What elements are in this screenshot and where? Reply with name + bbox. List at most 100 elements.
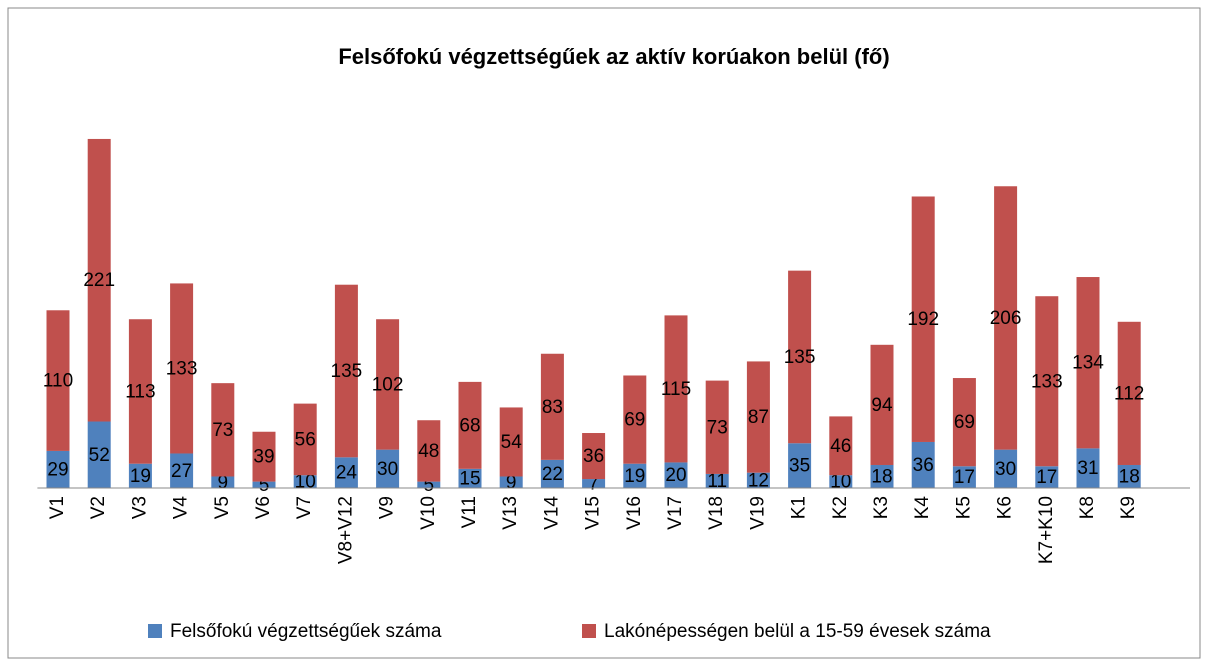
x-tick-label: V11	[459, 496, 480, 528]
bar-segment	[417, 481, 441, 488]
bar-segment	[582, 433, 606, 480]
data-label: 221	[83, 270, 115, 291]
data-label: 94	[871, 395, 893, 416]
data-label: 31	[1077, 458, 1098, 479]
data-label: 69	[624, 410, 645, 431]
data-label: 192	[907, 309, 939, 330]
data-label: 48	[418, 441, 439, 462]
data-label: 18	[871, 467, 892, 488]
bar-segment	[664, 462, 688, 488]
bar-segment	[46, 310, 70, 451]
data-label: 30	[377, 459, 398, 480]
bar-segment	[994, 186, 1018, 450]
x-tick-label: K2	[830, 496, 851, 519]
x-tick-label: V1	[47, 496, 68, 519]
x-tick-label: V3	[129, 496, 150, 519]
data-label: 10	[295, 472, 316, 493]
bar-segment	[788, 270, 812, 444]
bar-segment	[128, 463, 152, 488]
data-label: 206	[990, 308, 1022, 329]
data-label: 12	[748, 470, 769, 491]
bar-segment	[911, 196, 935, 442]
bar-segment	[705, 380, 729, 474]
data-label: 39	[253, 447, 274, 468]
data-label: 56	[295, 429, 316, 450]
data-label: 22	[542, 464, 563, 485]
data-label: 69	[954, 412, 975, 433]
x-tick-label: K6	[995, 496, 1016, 519]
data-label: 19	[130, 466, 151, 487]
data-label: 27	[171, 461, 192, 482]
bar-segment	[540, 459, 564, 488]
data-label: 36	[583, 446, 604, 467]
bar-segment	[746, 472, 770, 488]
data-label: 113	[125, 381, 155, 402]
x-tick-label: K1	[789, 496, 810, 519]
bar-segment	[211, 476, 235, 488]
bar-segment	[87, 421, 111, 488]
data-label: 29	[47, 459, 68, 480]
bar-segment	[417, 420, 441, 482]
chart-title: Felsőfokú végzettségűek az aktív korúako…	[338, 44, 889, 69]
x-tick-label: V14	[541, 496, 562, 530]
x-tick-label: V15	[583, 496, 604, 530]
bar-segment	[746, 361, 770, 473]
data-label: 115	[661, 379, 691, 400]
bar-segment	[623, 375, 647, 464]
data-label: 52	[89, 445, 110, 466]
data-label: 20	[665, 465, 686, 486]
x-tick-label: K4	[912, 496, 933, 520]
x-tick-label: V18	[706, 496, 727, 530]
x-tick-label: K9	[1118, 496, 1139, 519]
bar-segment	[499, 407, 523, 477]
data-label: 133	[166, 358, 198, 379]
x-tick-label: V2	[88, 496, 109, 519]
bar-segment	[1117, 321, 1141, 465]
data-label: 11	[707, 471, 727, 492]
data-label: 110	[43, 371, 73, 392]
data-label: 112	[1114, 383, 1144, 404]
x-tick-label: K3	[871, 496, 892, 519]
x-tick-label: K5	[953, 496, 974, 519]
bar-segment	[705, 473, 729, 488]
bar-segment	[293, 403, 317, 476]
x-tick-label: K8	[1077, 496, 1098, 519]
bar-segment	[87, 138, 111, 422]
data-label: 87	[748, 407, 769, 428]
bar-segment	[458, 468, 482, 488]
x-tick-label: V13	[500, 496, 521, 530]
x-tick-label: V9	[377, 496, 398, 519]
bar-segment	[170, 283, 194, 454]
data-label: 134	[1072, 353, 1104, 374]
data-label: 10	[830, 472, 851, 493]
bar-segment	[1117, 464, 1141, 488]
bar-segment	[458, 381, 482, 469]
bar-segment	[499, 476, 523, 488]
bar-segment	[128, 319, 152, 464]
legend-label: Lakónépességen belül a 15-59 évesek szám…	[604, 621, 991, 642]
data-label: 35	[789, 456, 810, 477]
x-tick-label: V4	[171, 496, 192, 520]
bar-segment	[252, 431, 276, 482]
bar-segment	[1035, 466, 1059, 488]
data-label: 17	[954, 467, 975, 488]
data-label: 83	[542, 397, 563, 418]
data-label: 7	[588, 474, 599, 495]
x-tick-label: V6	[253, 496, 274, 519]
bar-segment	[829, 475, 853, 488]
data-label: 15	[459, 468, 480, 489]
bar-segment	[540, 353, 564, 460]
data-label: 73	[707, 417, 728, 438]
x-tick-label: V7	[294, 496, 315, 519]
data-label: 135	[331, 361, 363, 382]
data-label: 30	[995, 459, 1016, 480]
data-label: 133	[1031, 371, 1063, 392]
data-label: 5	[259, 475, 270, 496]
data-label: 73	[212, 420, 233, 441]
bar-segment	[994, 449, 1018, 488]
legend-label: Felsőfokú végzettségűek száma	[170, 621, 442, 642]
data-label: 19	[624, 466, 645, 487]
bar-segment	[293, 475, 317, 488]
bar-segment	[46, 450, 70, 488]
